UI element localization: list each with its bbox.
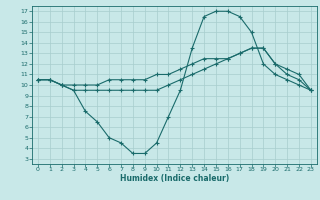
X-axis label: Humidex (Indice chaleur): Humidex (Indice chaleur) (120, 174, 229, 183)
